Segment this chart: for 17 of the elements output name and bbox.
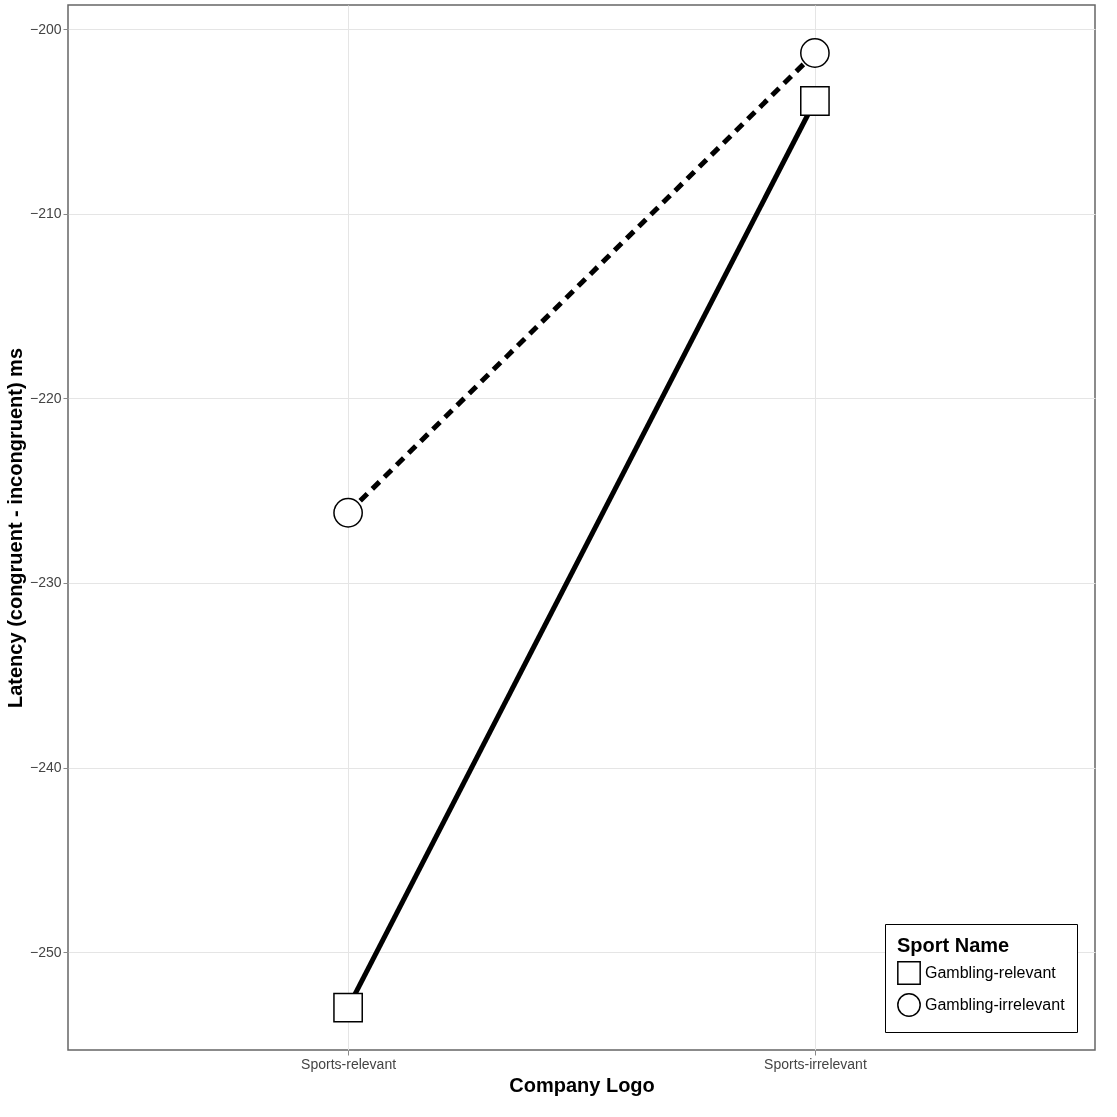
point <box>800 86 830 116</box>
point <box>800 38 830 68</box>
x-tick-label: Sports-relevant <box>301 1055 397 1072</box>
x-tick-label: Sports-irrelevant <box>764 1055 867 1072</box>
x-axis-title: Company Logo <box>509 1073 655 1096</box>
y-tick-label: −250 <box>29 943 62 960</box>
legend-title: Sport Name <box>897 934 1010 956</box>
y-tick-label: −200 <box>29 20 62 37</box>
y-axis-title: Latency (congruent - incongruent) ms <box>3 347 26 709</box>
y-tick-label: −210 <box>29 205 62 222</box>
legend-label: Gambling-irrelevant <box>925 996 1066 1013</box>
y-tick-label: −240 <box>29 759 62 776</box>
legend-label: Gambling-relevant <box>925 964 1057 981</box>
point <box>333 497 363 528</box>
y-tick-label: −230 <box>29 574 62 591</box>
y-tick-label: −220 <box>29 389 62 406</box>
point <box>333 992 363 1023</box>
